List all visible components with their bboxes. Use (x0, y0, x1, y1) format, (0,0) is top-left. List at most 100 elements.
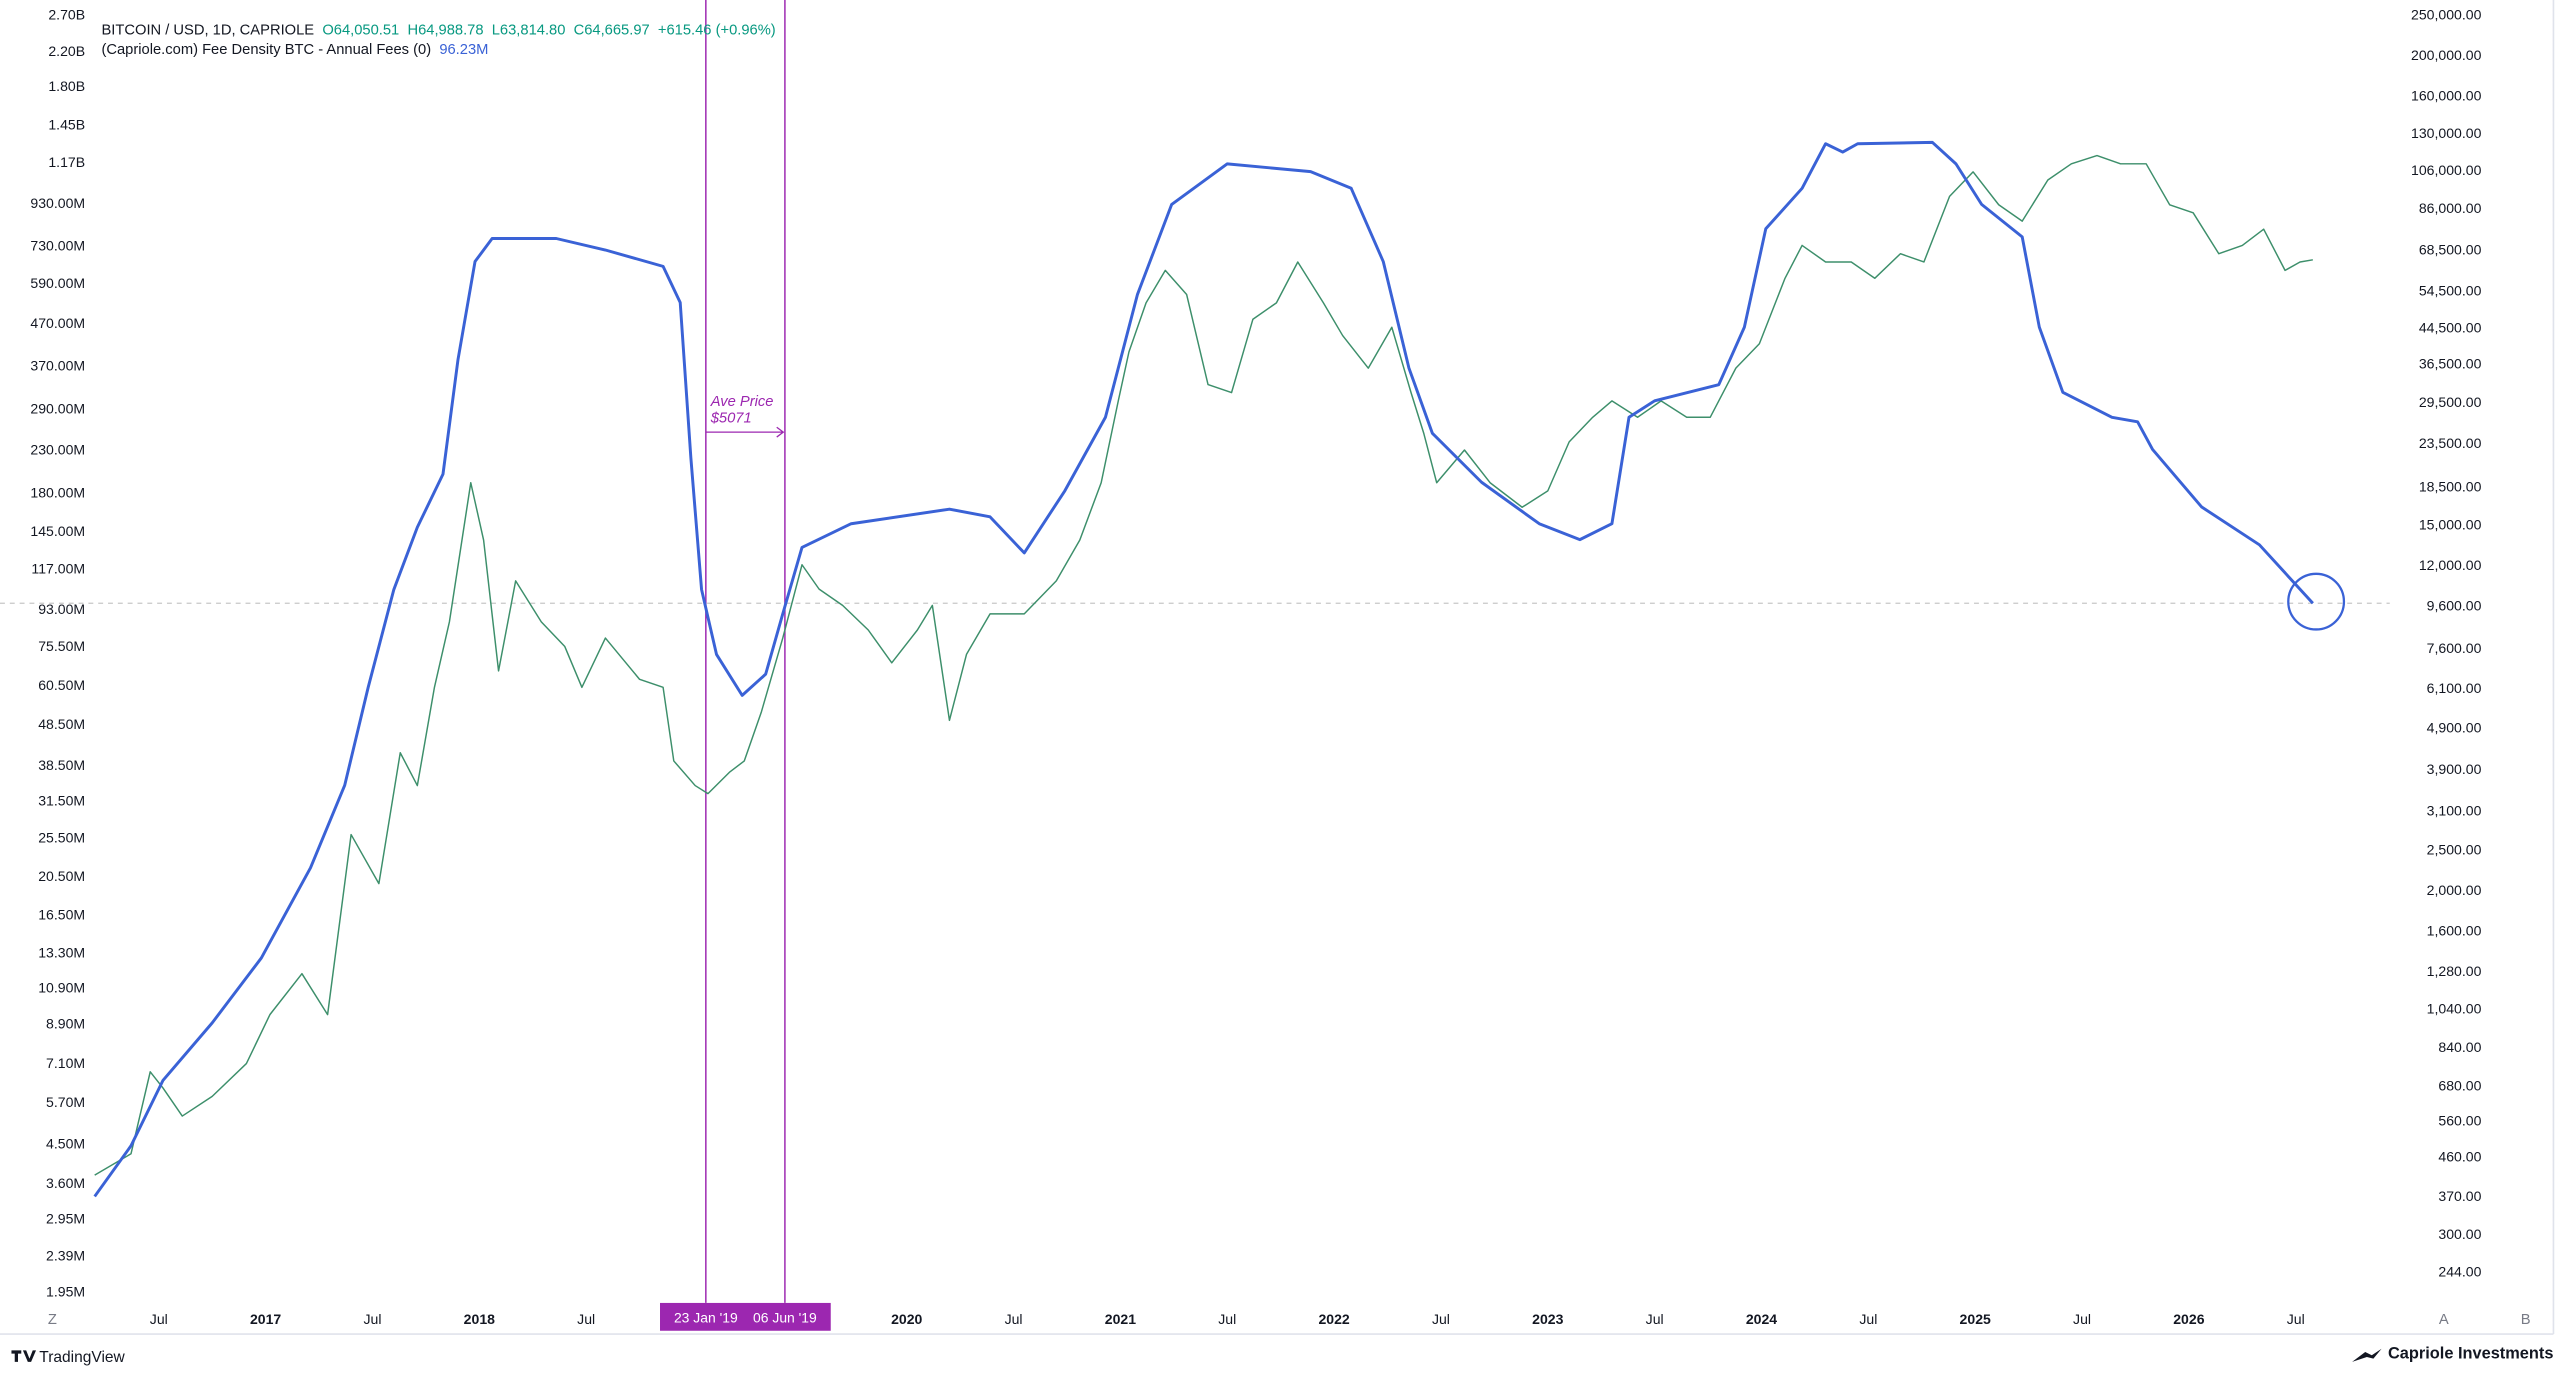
y-tick-label: 2.95M (46, 1210, 85, 1226)
event-label: 23 Jan '19 (674, 1310, 738, 1326)
footer-right[interactable]: Capriole Investments (2388, 1345, 2553, 1363)
y-tick-label: 930.00M (30, 195, 85, 211)
y-tick-label: 2.20B (48, 43, 85, 59)
y2-tick-label: 560.00 (2438, 1113, 2481, 1129)
y-tick-label: 20.50M (38, 868, 85, 884)
y-tick-label: 180.00M (30, 485, 85, 501)
y-tick-label: 1.95M (46, 1283, 85, 1299)
y2-tick-label: 6,100.00 (2427, 680, 2482, 696)
y2-tick-label: 106,000.00 (2411, 162, 2482, 178)
y-tick-label: 13.30M (38, 944, 85, 960)
y-tick-label: 730.00M (30, 238, 85, 254)
x-tick-label: Jul (363, 1311, 381, 1327)
header-line: BITCOIN / USD, 1D, CAPRIOLE O64,050.51 H64… (101, 22, 775, 38)
y2-tick-label: 23,500.00 (2419, 435, 2482, 451)
y-tick-label: 1.17B (48, 154, 85, 170)
x-tick-label: Jul (150, 1311, 168, 1327)
axis-button[interactable]: A (2439, 1312, 2449, 1328)
y-tick-label: 290.00M (30, 400, 85, 416)
y2-tick-label: 1,040.00 (2427, 1001, 2482, 1017)
axis-button[interactable]: B (2521, 1312, 2531, 1328)
x-tick-label: Jul (1218, 1311, 1236, 1327)
close: C64,665.97 (574, 22, 650, 38)
x-tick-label: 2017 (250, 1311, 281, 1327)
x-tick-label: Jul (2073, 1311, 2091, 1327)
y2-tick-label: 460.00 (2438, 1148, 2481, 1164)
y2-tick-label: 18,500.00 (2419, 479, 2482, 495)
y2-tick-label: 2,000.00 (2427, 882, 2482, 898)
y-tick-label: 4.50M (46, 1136, 85, 1152)
y-tick-label: 8.90M (46, 1015, 85, 1031)
y-tick-label: 48.50M (38, 716, 85, 732)
indicator-line: (Capriole.com) Fee Density BTC - Annual … (101, 42, 488, 58)
event-label-bg (660, 1302, 831, 1331)
x-tick-label: Jul (577, 1311, 595, 1327)
y-tick-label: 10.90M (38, 980, 85, 996)
indicator-value: 96.23M (439, 42, 488, 58)
y-tick-label: 1.80B (48, 78, 85, 94)
y2-tick-label: 9,600.00 (2427, 598, 2482, 614)
event-label: 06 Jun '19 (753, 1310, 817, 1326)
open: O64,050.51 (322, 22, 399, 38)
footer-left[interactable]: TradingView (39, 1349, 125, 1366)
y-tick-label: 230.00M (30, 441, 85, 457)
highlight-circle (2287, 572, 2346, 631)
note: $5071 (710, 410, 752, 426)
y2-tick-label: 4,900.00 (2427, 719, 2482, 735)
y2-tick-label: 3,900.00 (2427, 761, 2482, 777)
y2-tick-label: 68,500.00 (2419, 241, 2482, 257)
axis-button[interactable]: Z (48, 1312, 57, 1328)
x-tick-label: 2021 (1105, 1311, 1136, 1327)
y2-tick-label: 86,000.00 (2419, 200, 2482, 216)
y2-tick-label: 680.00 (2438, 1078, 2481, 1094)
y2-tick-label: 130,000.00 (2411, 125, 2482, 141)
y2-tick-label: 1,280.00 (2427, 963, 2482, 979)
x-tick-label: 2026 (2173, 1311, 2204, 1327)
x-tick-label: 2023 (1532, 1311, 1563, 1327)
y2-tick-label: 2,500.00 (2427, 842, 2482, 858)
y-tick-label: 7.10M (46, 1055, 85, 1071)
y2-tick-label: 7,600.00 (2427, 640, 2482, 656)
y2-tick-label: 15,000.00 (2419, 517, 2482, 533)
y2-tick-label: 36,500.00 (2419, 355, 2482, 371)
x-tick-label: Jul (1646, 1311, 1664, 1327)
y-tick-label: 2.70B (48, 7, 85, 23)
capriole-logo (2352, 1348, 2382, 1362)
symbol: BITCOIN / USD, 1D, CAPRIOLE (101, 22, 314, 38)
x-tick-label: 2018 (464, 1311, 495, 1327)
x-tick-label: Jul (1432, 1311, 1450, 1327)
y2-tick-label: 12,000.00 (2419, 557, 2482, 573)
y-tick-label: 145.00M (30, 523, 85, 539)
y2-tick-label: 300.00 (2438, 1226, 2481, 1242)
x-tick-label: 2022 (1318, 1311, 1349, 1327)
note-arrow (705, 426, 785, 438)
x-tick-label: Jul (1005, 1311, 1023, 1327)
y-tick-label: 5.70M (46, 1094, 85, 1110)
y-tick-label: 25.50M (38, 830, 85, 846)
y2-tick-label: 200,000.00 (2411, 47, 2482, 63)
y-tick-label: 31.50M (38, 792, 85, 808)
x-tick-label: 2020 (891, 1311, 922, 1327)
y-tick-label: 60.50M (38, 677, 85, 693)
tradingview-logo (11, 1350, 37, 1362)
y2-tick-label: 44,500.00 (2419, 319, 2482, 335)
y-tick-label: 370.00M (30, 357, 85, 373)
y-tick-label: 470.00M (30, 315, 85, 331)
y2-tick-label: 250,000.00 (2411, 7, 2482, 23)
indicator: (Capriole.com) Fee Density BTC - Annual … (101, 42, 431, 58)
y2-tick-label: 160,000.00 (2411, 87, 2482, 103)
change: +615.46 (+0.96%) (658, 22, 776, 38)
y-tick-label: 117.00M (31, 561, 85, 577)
y-tick-label: 2.39M (46, 1247, 85, 1263)
y2-tick-label: 54,500.00 (2419, 283, 2482, 299)
y2-tick-label: 370.00 (2438, 1188, 2481, 1204)
plot: 2.70B 2.20B 1.80B 1.45B 1.17B 930.00M 730.00M 5… (0, 0, 2482, 1331)
y-tick-label: 1.45B (48, 116, 85, 132)
high: H64,988.78 (407, 22, 483, 38)
y-tick-label: 93.00M (38, 601, 85, 617)
x-tick-label: Jul (2287, 1311, 2305, 1327)
y2-tick-label: 244.00 (2438, 1263, 2481, 1279)
